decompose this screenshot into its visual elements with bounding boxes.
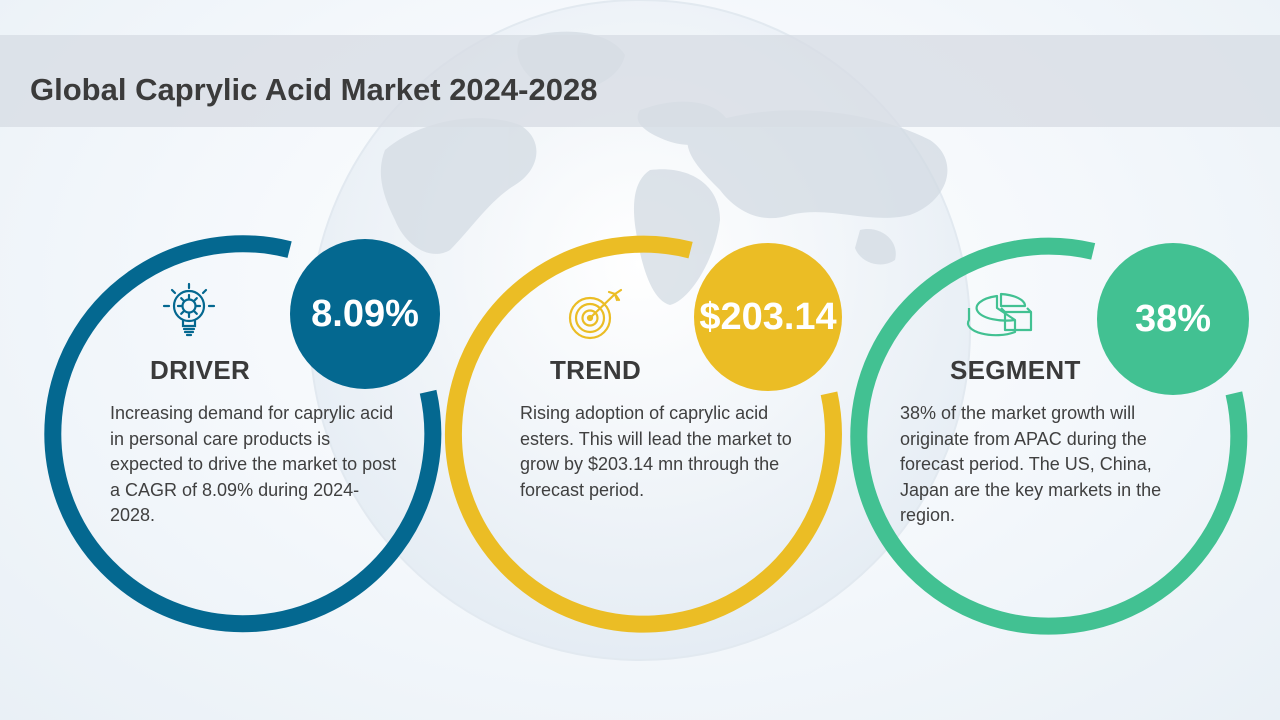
driver-description: Increasing demand for caprylic acid in p… [110,403,397,525]
target-arrow-icon [568,288,623,340]
segment-description: 38% of the market growth will originate … [900,403,1162,525]
trend-stat-value: $203.14 [699,295,837,338]
segment-stat-value: 38% [1134,297,1212,340]
segment-stat-badge: 38% [1097,243,1249,395]
trend-heading: TREND [550,355,642,385]
segment-heading: SEGMENT [950,355,1081,385]
pie-chart-icon [966,292,1033,337]
title-band [0,35,1280,127]
trend-description: Rising adoption of caprylic acid esters.… [520,403,792,500]
trend-ring [444,235,842,633]
trend-stat-badge: $203.14 [694,243,842,391]
driver-stat-badge: 8.09% [290,239,440,389]
driver-stat-value: 8.09% [311,292,419,335]
segment-ring [850,237,1248,635]
driver-heading: DRIVER [150,355,251,385]
lightbulb-gear-icon [162,282,216,337]
page-title: Global Caprylic Acid Market 2024-2028 [30,72,598,107]
driver-ring [44,235,442,633]
